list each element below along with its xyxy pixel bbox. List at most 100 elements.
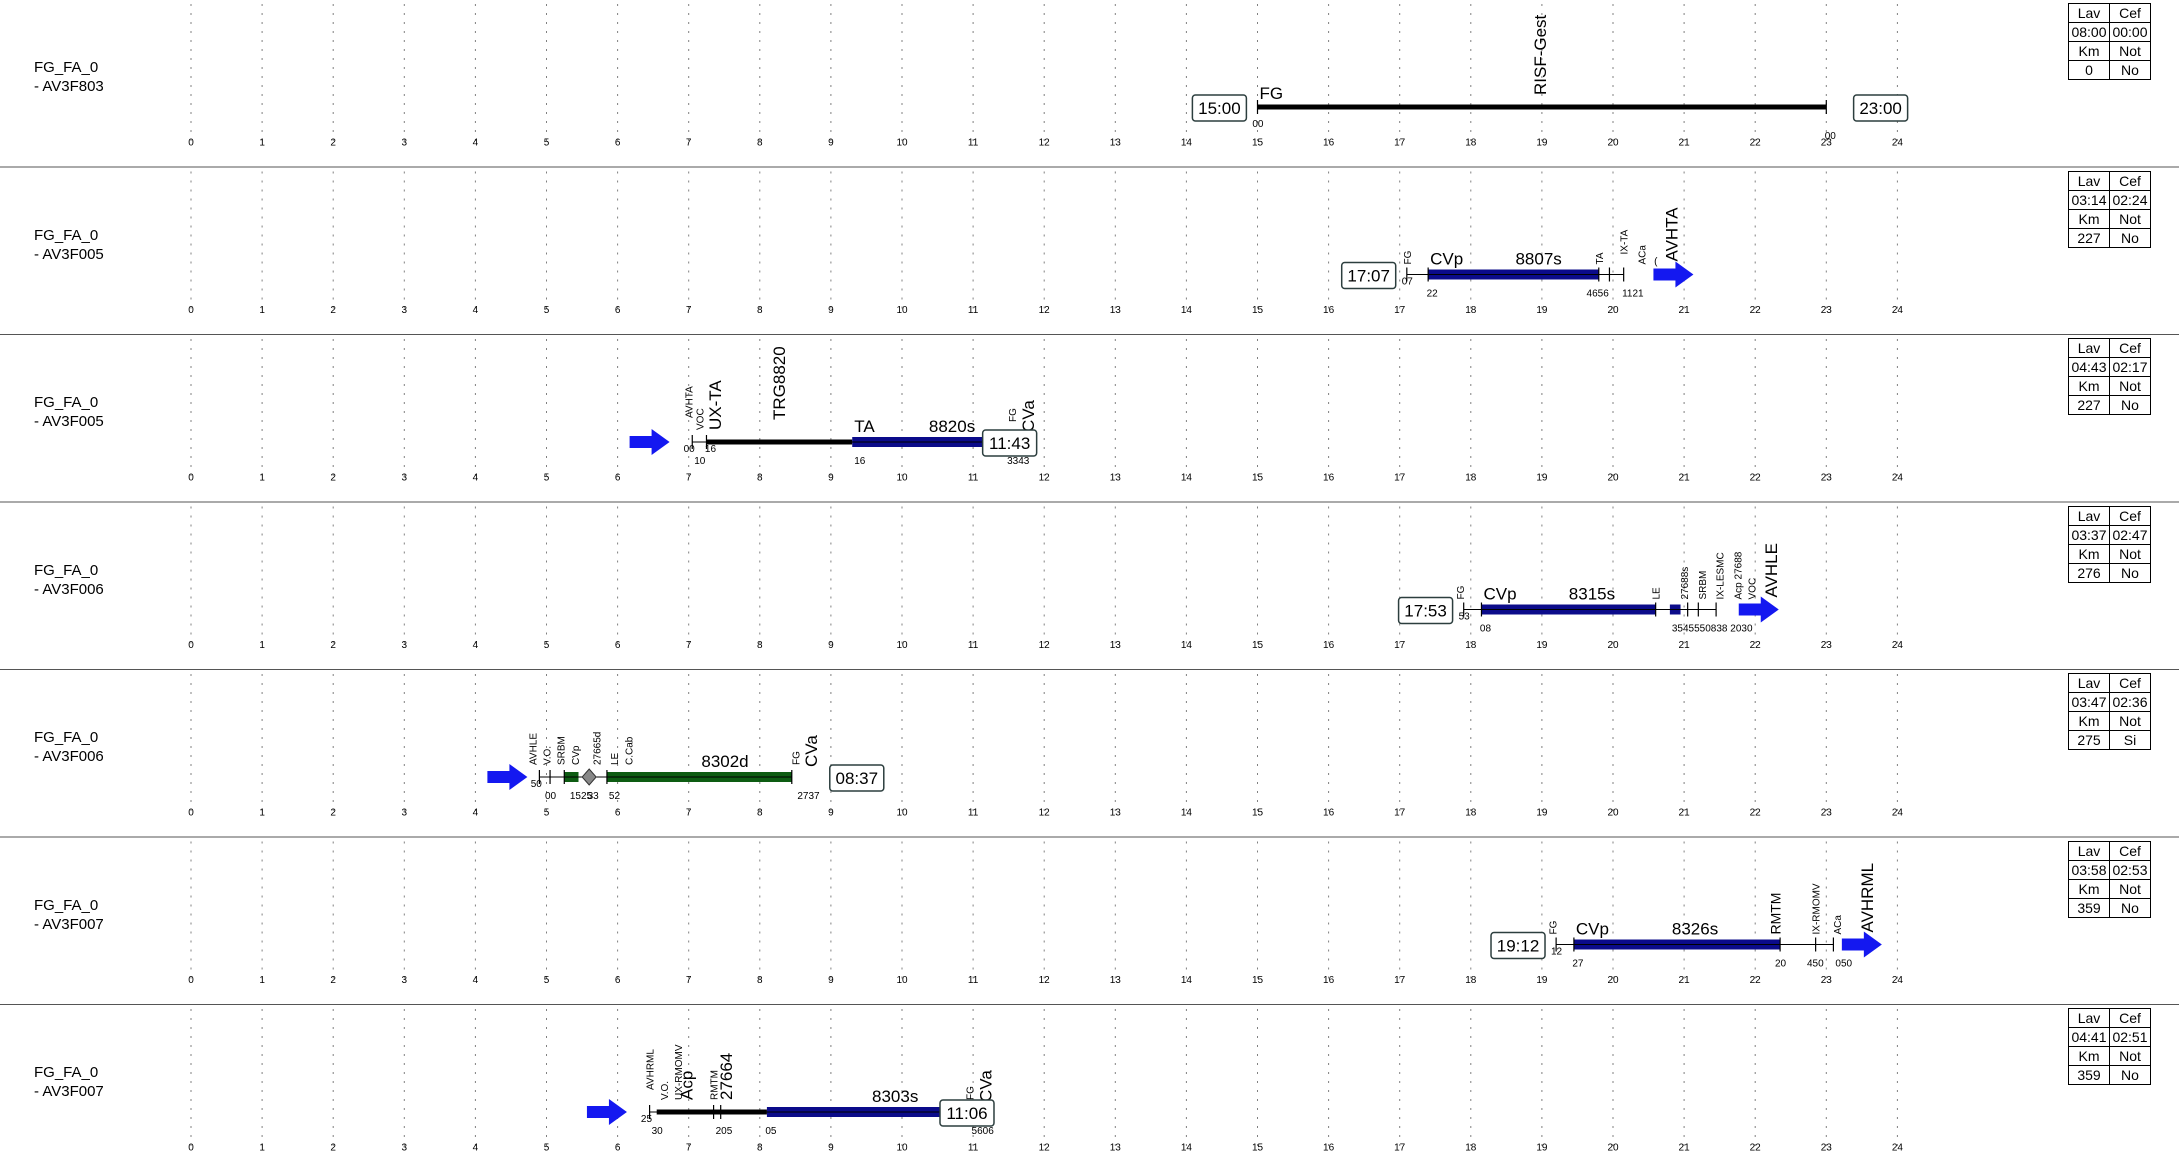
hour-tick-label: 16 bbox=[1323, 808, 1335, 819]
hour-tick-label: 14 bbox=[1181, 305, 1193, 316]
event-label: CVp bbox=[1483, 585, 1516, 604]
event-label: 16 bbox=[705, 444, 717, 455]
hour-tick-label: 9 bbox=[828, 138, 834, 149]
event-label: 50 bbox=[531, 779, 543, 790]
hour-tick-label: 16 bbox=[1323, 473, 1335, 484]
event-label: 30 bbox=[652, 1126, 664, 1137]
hour-tick-label: 21 bbox=[1679, 975, 1691, 986]
event-label: 08 bbox=[1480, 624, 1492, 635]
hour-tick-label: 4 bbox=[473, 138, 479, 149]
summary-cell: Cef bbox=[2109, 3, 2151, 23]
transfer-arrow-icon[interactable] bbox=[629, 429, 670, 455]
hour-tick-label: 14 bbox=[1181, 975, 1193, 986]
hour-tick-label: 10 bbox=[896, 975, 908, 986]
hour-tick-label: 4 bbox=[473, 305, 479, 316]
summary-cell: Not bbox=[2109, 41, 2151, 61]
hour-tick-label: 23 bbox=[1821, 473, 1833, 484]
hour-tick-label: 9 bbox=[828, 808, 834, 819]
hour-tick-label: 3 bbox=[402, 138, 408, 149]
hour-tick-label: 22 bbox=[1750, 305, 1762, 316]
row-label-line1: FG_FA_0 bbox=[34, 394, 99, 411]
row-label: FG_FA_0- AV3F006 bbox=[34, 561, 104, 599]
row-label-line1: FG_FA_0 bbox=[34, 729, 99, 746]
event-label: CVa bbox=[976, 1070, 995, 1102]
summary-cell: No bbox=[2109, 562, 2151, 583]
summary-cell: 275 bbox=[2068, 730, 2110, 750]
row-label-line2: - AV3F005 bbox=[34, 413, 104, 430]
event-label: ACa bbox=[1637, 245, 1648, 265]
event-label: 12 bbox=[1551, 947, 1563, 958]
hour-tick-label: 13 bbox=[1110, 138, 1122, 149]
hour-tick-label: 11 bbox=[968, 808, 979, 819]
hour-tick-label: 21 bbox=[1679, 808, 1691, 819]
hour-tick-label: 15 bbox=[1252, 808, 1264, 819]
event-label: SRBM bbox=[1698, 571, 1709, 600]
event-label: TRG8820 bbox=[770, 346, 789, 420]
row-label: FG_FA_0 - AV3F006 bbox=[34, 728, 104, 766]
time-box bbox=[829, 764, 885, 792]
hour-tick-label: 8 bbox=[757, 808, 763, 819]
hour-tick-label: 11 bbox=[968, 1143, 979, 1154]
transfer-arrow-icon[interactable] bbox=[487, 764, 528, 790]
hour-tick-label: 8 bbox=[757, 640, 763, 651]
hour-tick-label: 13 bbox=[1110, 1143, 1122, 1154]
transfer-arrow-icon[interactable] bbox=[1841, 931, 1882, 958]
summary-cell: 04:43 bbox=[2068, 357, 2110, 377]
summary-cell: Si bbox=[2109, 730, 2151, 750]
hour-tick-label: 17 bbox=[1394, 808, 1406, 819]
hour-tick-label: 2 bbox=[330, 305, 336, 316]
event-label: 05 bbox=[765, 1126, 777, 1137]
hour-tick-label: 12 bbox=[1039, 138, 1051, 149]
summary-cell: 276 bbox=[2068, 562, 2110, 583]
hour-tick-label: 9 bbox=[828, 975, 834, 986]
summary-cell: No bbox=[2109, 395, 2151, 415]
hour-tick-label: 6 bbox=[615, 808, 621, 819]
hour-tick-label: 11 bbox=[968, 975, 979, 986]
hour-tick-label: 10 bbox=[896, 305, 908, 316]
hour-tick-label: 20 bbox=[1607, 473, 1619, 484]
hour-tick-label: 18 bbox=[1465, 1143, 1477, 1154]
event-label: 2737 bbox=[797, 791, 820, 802]
hour-tick-label: 1 bbox=[259, 138, 265, 149]
hour-tick-label: 2 bbox=[330, 808, 336, 819]
hour-tick-label: 7 bbox=[686, 640, 692, 651]
transfer-arrow-icon[interactable] bbox=[586, 1099, 627, 1125]
event-label: 52 bbox=[609, 791, 621, 802]
hour-tick-label: 7 bbox=[686, 473, 692, 484]
transfer-arrow-icon[interactable] bbox=[1653, 261, 1694, 288]
summary-table: Lav Cef 04:41 02:51 Km Not 359 No bbox=[2068, 1008, 2151, 1085]
event-label: 3343 bbox=[1007, 456, 1030, 467]
event-label: 27 bbox=[1572, 959, 1584, 970]
time-box-label: 11:43 bbox=[989, 434, 1030, 453]
hour-tick-label: 12 bbox=[1039, 640, 1051, 651]
event-label: AVHRML bbox=[1858, 863, 1877, 933]
hour-tick-label: 20 bbox=[1607, 640, 1619, 651]
event-label: 8315s bbox=[1569, 585, 1615, 604]
event-label: 00 bbox=[1825, 131, 1837, 142]
row-label-line2: - AV3F007 bbox=[34, 915, 104, 933]
event-label: 050 bbox=[1835, 959, 1852, 970]
row-label-line2: - AV3F006 bbox=[34, 748, 104, 765]
hour-tick-label: 7 bbox=[686, 1143, 692, 1154]
hour-tick-label: 24 bbox=[1892, 640, 1904, 651]
hour-tick-label: 9 bbox=[828, 305, 834, 316]
summary-cell: Not bbox=[2109, 1046, 2151, 1066]
hour-tick-label: 12 bbox=[1039, 1143, 1051, 1154]
row-label-line1: FG_FA_0 bbox=[34, 561, 99, 579]
hour-tick-label: 9 bbox=[828, 473, 834, 484]
hour-tick-label: 0 bbox=[188, 138, 194, 149]
hour-tick-label: 0 bbox=[188, 1143, 194, 1154]
hour-tick-label: 5 bbox=[544, 1143, 550, 1154]
event-label: FG bbox=[1260, 84, 1284, 103]
event-label: FG bbox=[1008, 408, 1019, 422]
event-label: FG bbox=[1549, 920, 1560, 934]
hour-tick-label: 6 bbox=[615, 473, 621, 484]
summary-table: Lav Cef 04:43 02:17 Km Not 227 No bbox=[2068, 338, 2151, 415]
transfer-arrow-icon[interactable] bbox=[1738, 596, 1779, 623]
hour-tick-label: 21 bbox=[1679, 1143, 1691, 1154]
hour-tick-label: 1 bbox=[259, 640, 265, 651]
summary-cell: Not bbox=[2109, 543, 2151, 564]
event-label: 4656 bbox=[1587, 289, 1610, 300]
hour-tick-label: 3 bbox=[402, 1143, 408, 1154]
event-label: AVHTA bbox=[685, 386, 696, 418]
